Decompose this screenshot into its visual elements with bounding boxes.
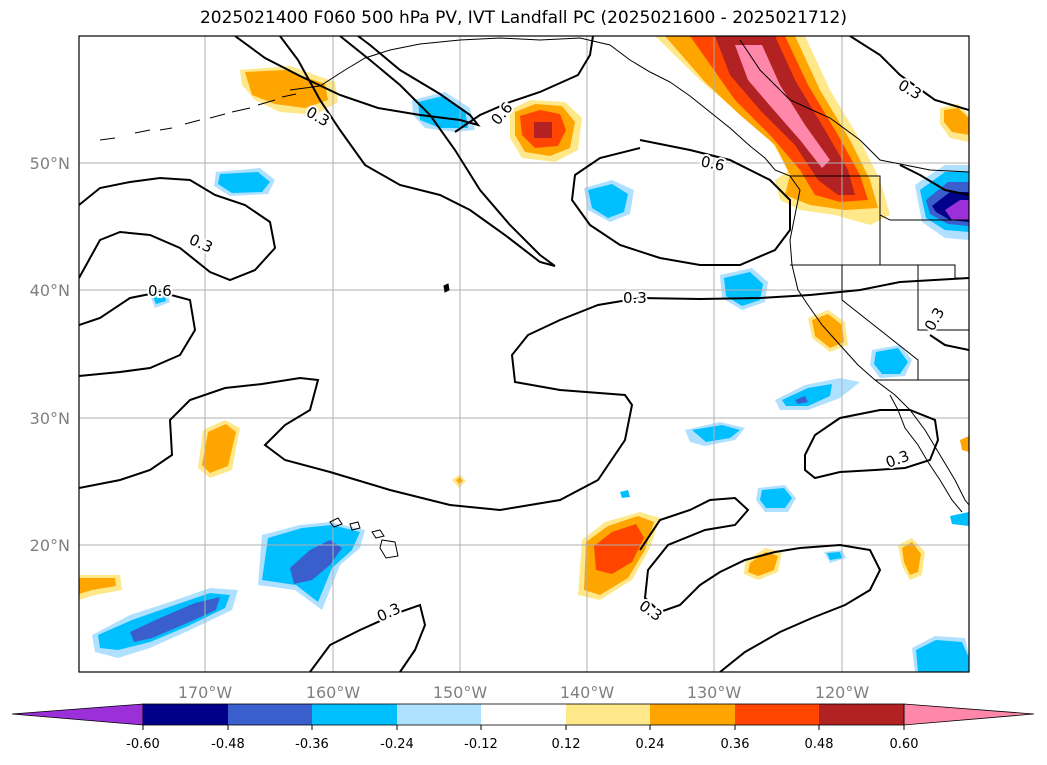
gridlines (79, 36, 969, 672)
coastlines (99, 37, 969, 559)
colorbar-segment (819, 704, 904, 725)
colorbar-tick-label: 0.48 (805, 737, 834, 752)
lat-tick-label: 40°N (30, 281, 70, 300)
colorbar-tick-label: 0.60 (890, 737, 919, 752)
colorbar-tick-label: -0.60 (126, 737, 160, 752)
map-frame (78, 35, 970, 673)
lon-tick-label: 160°W (306, 683, 361, 702)
colorbar-over-triangle (903, 703, 1035, 726)
colorbar-outline (142, 703, 905, 726)
lat-tick-label: 20°N (30, 536, 70, 555)
colorbar-tick-label: 0.24 (636, 737, 665, 752)
colorbar: -0.60 -0.48 -0.36 -0.24 -0.12 0.12 0.24 … (11, 703, 1035, 752)
colorbar-segment (397, 704, 481, 725)
lon-tick-label: 150°W (433, 683, 488, 702)
colorbar-tick-label: -0.48 (211, 737, 245, 752)
colorbar-tick-label: 0.36 (721, 737, 750, 752)
pv-contours (79, 36, 969, 672)
colorbar-under-triangle (11, 703, 144, 726)
lat-tick-label: 50°N (30, 154, 70, 173)
colorbar-tick-label: -0.24 (380, 737, 414, 752)
lon-tick-label: 130°W (687, 683, 742, 702)
colorbar-segment (228, 704, 312, 725)
colorbar-segment (143, 704, 228, 725)
colorbar-segment (312, 704, 397, 725)
contour-label: 0.6 (148, 282, 172, 300)
colorbar-tick-label: -0.12 (464, 737, 498, 752)
lon-tick-label: 170°W (178, 683, 233, 702)
lat-tick-labels: 50°N 40°N 30°N 20°N (30, 154, 70, 555)
lon-tick-labels: 170°W 160°W 150°W 140°W 130°W 120°W (178, 683, 870, 702)
colorbar-tick-label: 0.12 (552, 737, 581, 752)
colorbar-segment (650, 704, 735, 725)
lat-tick-label: 30°N (30, 409, 70, 428)
lon-tick-label: 140°W (560, 683, 615, 702)
map-title: 2025021400 F060 500 hPa PV, IVT Landfall… (199, 8, 847, 28)
contour-label: 0.3 (623, 289, 647, 307)
colorbar-ticks (142, 725, 905, 730)
colorbar-segment (566, 704, 650, 725)
colorbar-segment (735, 704, 819, 725)
lon-tick-label: 120°W (815, 683, 870, 702)
colorbar-segment (481, 704, 566, 725)
colorbar-tick-label: -0.36 (295, 737, 329, 752)
